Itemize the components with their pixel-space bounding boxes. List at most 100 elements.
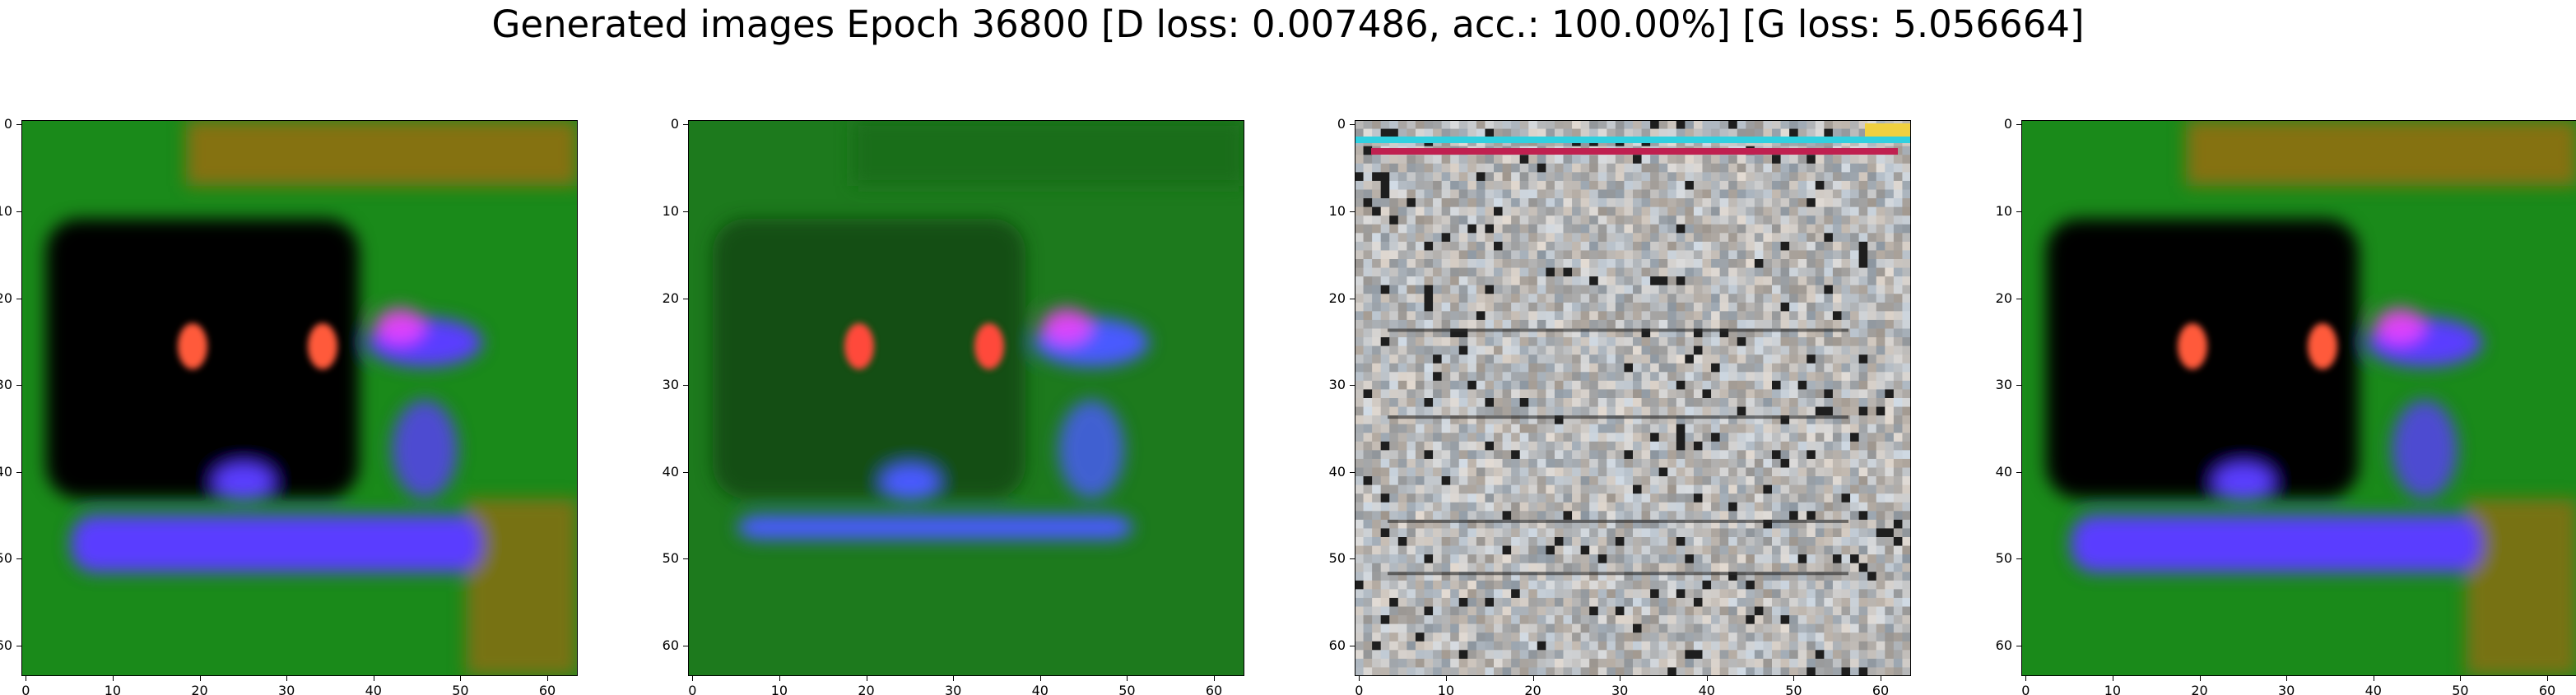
- y-tick-label: 10: [0, 202, 12, 219]
- figure-title: Generated images Epoch 36800 [D loss: 0.…: [491, 2, 2085, 46]
- y-tick-mark: [683, 385, 688, 387]
- generated-image-2: 0 10 20 30 40 50 60 0 10 20 30 40 50 60: [663, 118, 1244, 695]
- y-tick-mark: [683, 471, 688, 473]
- x-tick-label: 50: [2452, 683, 2469, 695]
- y-tick-mark: [16, 211, 21, 212]
- y-tick-label: 60: [662, 637, 679, 654]
- x-tick-mark: [286, 676, 288, 681]
- x-tick-label: 30: [277, 683, 295, 695]
- x-tick-label: 40: [1031, 683, 1049, 695]
- dark-streak: [1388, 415, 1848, 419]
- dark-streak: [1388, 328, 1848, 332]
- x-tick-label: 60: [1872, 683, 1890, 695]
- noise-texture: [1355, 120, 1911, 676]
- y-tick-label: 0: [1337, 116, 1346, 132]
- x-tick-mark: [2547, 676, 2549, 681]
- y-tick-mark: [16, 471, 21, 473]
- y-tick-label: 20: [1328, 290, 1346, 306]
- y-tick-label: 30: [1328, 377, 1346, 393]
- y-tick-mark: [1350, 558, 1355, 560]
- dark-streak: [1388, 572, 1848, 576]
- y-tick-label: 50: [0, 550, 12, 567]
- y-tick-label: 20: [0, 290, 12, 306]
- y-tick-label: 40: [1995, 463, 2012, 480]
- x-tick-label: 20: [191, 683, 208, 695]
- generated-image-4: 0 10 20 30 40 50 60 0 10 20 30 40 50 60: [1996, 118, 2576, 695]
- y-tick-mark: [1350, 124, 1355, 126]
- y-tick-label: 60: [1995, 637, 2012, 654]
- x-tick-label: 20: [1524, 683, 1541, 695]
- generated-image: [2021, 120, 2576, 676]
- x-tick-mark: [1214, 676, 1216, 681]
- x-tick-label: 10: [2104, 683, 2122, 695]
- y-tick-mark: [2016, 124, 2021, 126]
- y-tick-mark: [1350, 471, 1355, 473]
- y-tick-label: 0: [3, 116, 12, 132]
- y-tick-label: 0: [670, 116, 679, 132]
- y-tick-label: 50: [1995, 550, 2012, 567]
- generated-image: [1355, 120, 1911, 676]
- y-tick-label: 10: [1995, 202, 2012, 219]
- x-tick-mark: [2460, 676, 2462, 681]
- y-tick-label: 40: [662, 463, 679, 480]
- y-tick-mark: [683, 558, 688, 560]
- x-tick-label: 0: [2021, 683, 2030, 695]
- x-tick-mark: [547, 676, 549, 681]
- x-tick-mark: [1359, 676, 1360, 681]
- y-tick-mark: [683, 124, 688, 126]
- y-tick-mark: [16, 124, 21, 126]
- generated-image: [21, 120, 578, 676]
- y-tick-mark: [683, 211, 688, 212]
- x-tick-label: 60: [1205, 683, 1223, 695]
- y-tick-label: 50: [662, 550, 679, 567]
- x-tick-label: 40: [2364, 683, 2382, 695]
- dark-streak: [1388, 519, 1848, 523]
- x-tick-label: 0: [688, 683, 697, 695]
- y-tick-label: 30: [1995, 377, 2012, 393]
- x-tick-label: 50: [452, 683, 469, 695]
- x-tick-mark: [1039, 676, 1041, 681]
- y-tick-label: 10: [1328, 202, 1346, 219]
- x-tick-mark: [112, 676, 114, 681]
- x-tick-mark: [692, 676, 694, 681]
- y-tick-mark: [1350, 385, 1355, 387]
- y-tick-label: 30: [662, 377, 679, 393]
- x-tick-label: 10: [1437, 683, 1455, 695]
- x-tick-mark: [1706, 676, 1708, 681]
- x-tick-label: 30: [944, 683, 962, 695]
- x-tick-label: 10: [104, 683, 122, 695]
- red-eyes: [178, 323, 337, 369]
- x-tick-label: 40: [365, 683, 382, 695]
- x-tick-mark: [1127, 676, 1128, 681]
- top-color-row: [1371, 148, 1898, 155]
- y-tick-mark: [2016, 385, 2021, 387]
- y-tick-label: 0: [2003, 116, 2012, 132]
- x-tick-mark: [1445, 676, 1447, 681]
- y-tick-label: 40: [0, 463, 12, 480]
- red-eyes: [844, 323, 1004, 369]
- x-tick-label: 50: [1785, 683, 1802, 695]
- y-tick-mark: [1350, 211, 1355, 212]
- x-tick-label: 50: [1118, 683, 1136, 695]
- y-tick-label: 60: [0, 637, 12, 654]
- top-color-row: [1355, 137, 1911, 143]
- x-tick-label: 30: [1611, 683, 1629, 695]
- y-tick-label: 20: [662, 290, 679, 306]
- y-tick-label: 50: [1328, 550, 1346, 567]
- x-tick-mark: [953, 676, 955, 681]
- x-tick-label: 60: [2538, 683, 2556, 695]
- x-tick-mark: [779, 676, 780, 681]
- top-corner-patch: [1865, 123, 1911, 137]
- x-tick-label: 40: [1698, 683, 1715, 695]
- y-tick-mark: [2016, 211, 2021, 212]
- x-tick-label: 20: [2191, 683, 2208, 695]
- x-tick-mark: [1793, 676, 1795, 681]
- x-tick-label: 60: [538, 683, 556, 695]
- x-tick-mark: [1532, 676, 1534, 681]
- x-tick-mark: [2025, 676, 2027, 681]
- red-eyes: [2178, 323, 2337, 369]
- generated-image: [688, 120, 1244, 676]
- y-tick-mark: [16, 385, 21, 387]
- y-tick-mark: [2016, 558, 2021, 560]
